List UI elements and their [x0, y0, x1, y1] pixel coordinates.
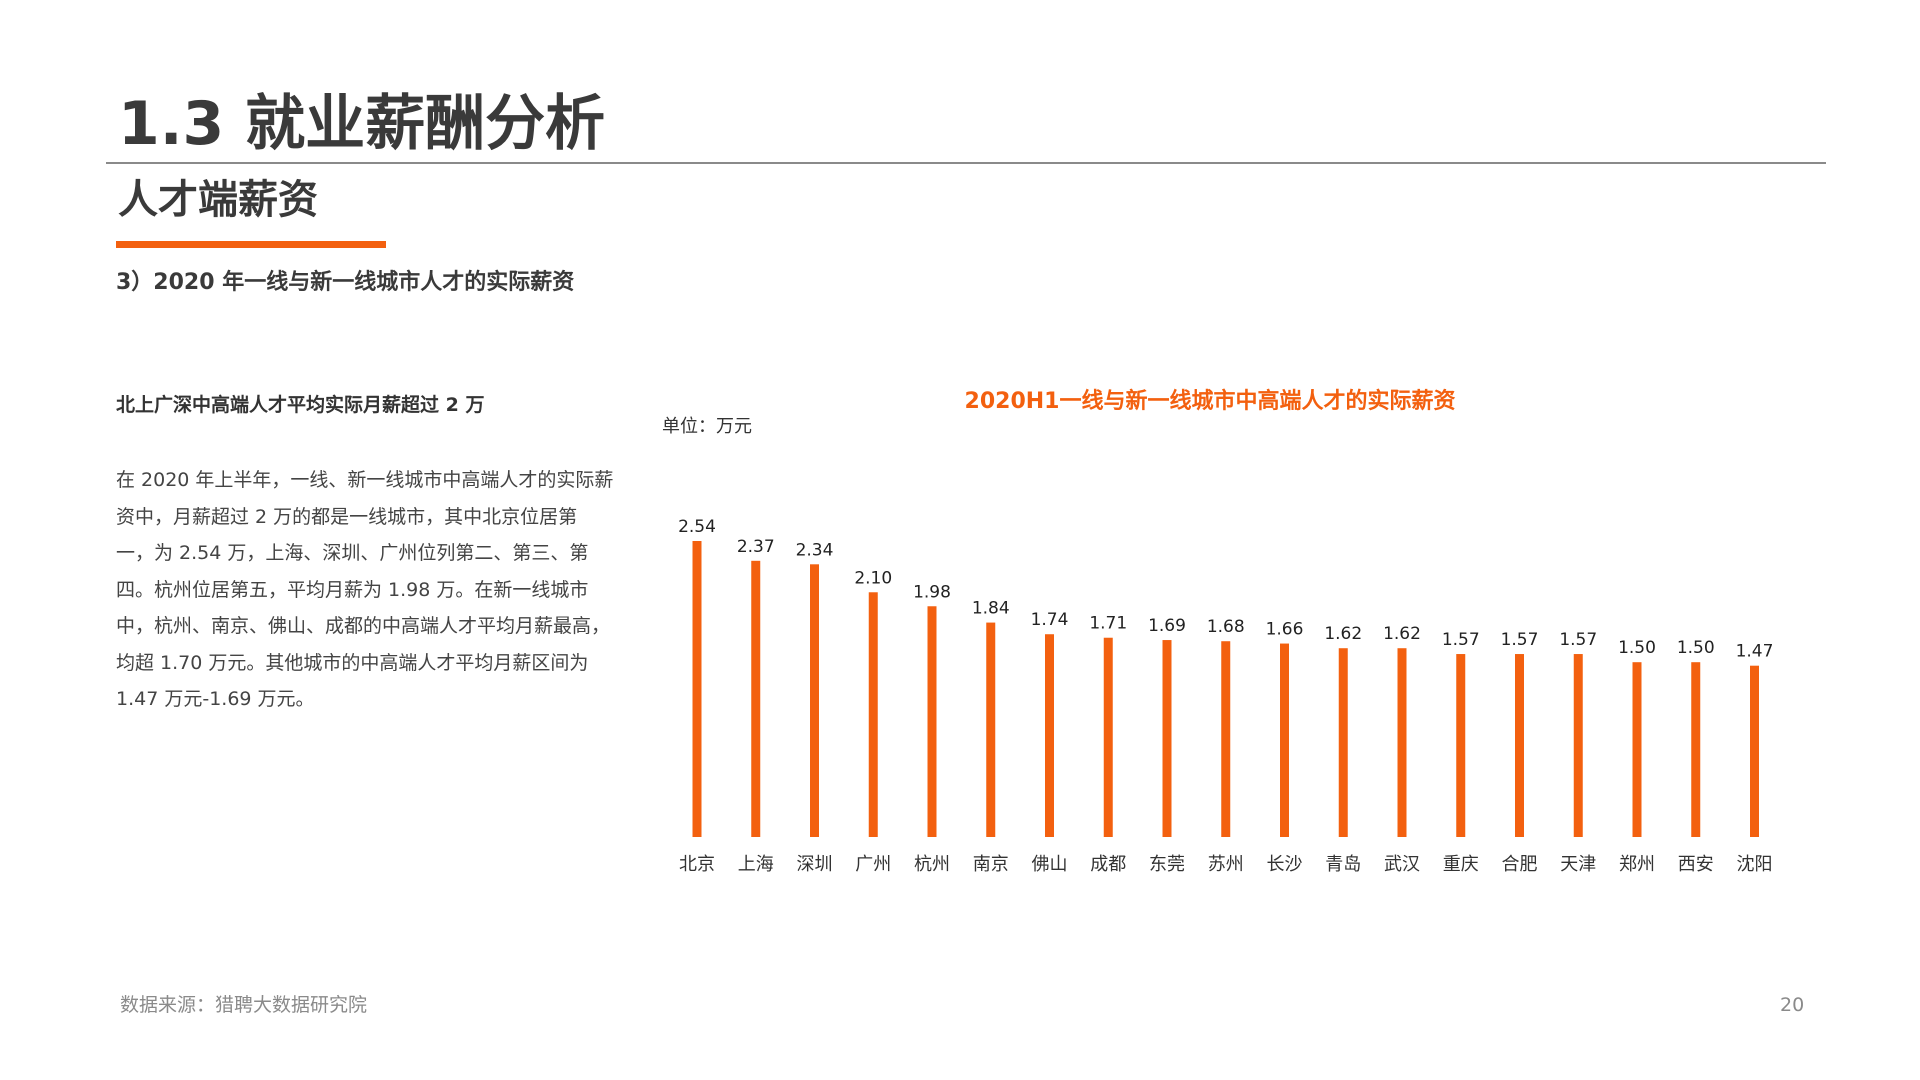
body-paragraph: 在 2020 年上半年，一线、新一线城市中高端人才的实际薪资中，月薪超过 2 万… [116, 469, 614, 710]
bar-1 [751, 560, 761, 837]
category-label-13: 重庆 [1443, 854, 1479, 875]
value-label-0: 2.54 [678, 517, 716, 537]
category-label-9: 苏州 [1208, 854, 1244, 875]
category-label-5: 南京 [973, 854, 1009, 875]
bar-9 [1221, 641, 1231, 837]
data-source: 数据来源：猎聘大数据研究院 [120, 994, 368, 1016]
section-title: 人才端薪资 [118, 177, 318, 223]
chart-unit-label: 单位：万元 [662, 416, 752, 437]
category-label-7: 成都 [1090, 854, 1126, 875]
value-label-15: 1.57 [1559, 630, 1597, 650]
bar-6 [1045, 634, 1054, 837]
bar-18 [1750, 665, 1759, 837]
value-label-18: 1.47 [1736, 642, 1774, 662]
value-label-11: 1.62 [1324, 624, 1362, 644]
category-label-12: 武汉 [1384, 854, 1420, 875]
value-label-14: 1.57 [1501, 630, 1539, 650]
category-label-18: 沈阳 [1737, 854, 1773, 875]
page-number: 20 [1780, 994, 1805, 1016]
bar-2 [810, 564, 819, 837]
bar-4 [927, 606, 937, 837]
bar-16 [1632, 662, 1642, 837]
category-label-14: 合肥 [1502, 854, 1538, 875]
bar-0 [692, 541, 702, 837]
value-label-4: 1.98 [913, 582, 951, 602]
value-label-2: 2.34 [796, 540, 834, 560]
bar-11 [1338, 648, 1348, 837]
category-label-17: 西安 [1678, 854, 1714, 875]
bar-15 [1573, 654, 1583, 837]
value-label-8: 1.69 [1148, 616, 1186, 636]
value-label-7: 1.71 [1089, 614, 1127, 634]
summary-heading: 北上广深中高端人才平均实际月薪超过 2 万 [116, 394, 485, 416]
page-title: 1.3 就业薪酬分析 [118, 89, 606, 159]
bar-5 [986, 622, 996, 837]
bar-14 [1515, 654, 1524, 837]
sub-heading: 3）2020 年一线与新一线城市人才的实际薪资 [116, 270, 575, 295]
category-label-2: 深圳 [797, 854, 833, 875]
category-label-3: 广州 [855, 854, 891, 875]
value-label-6: 1.74 [1031, 610, 1069, 630]
category-label-15: 天津 [1560, 854, 1596, 875]
section-underline [116, 241, 386, 248]
value-label-17: 1.50 [1677, 638, 1715, 658]
value-label-5: 1.84 [972, 599, 1010, 619]
category-label-16: 郑州 [1619, 854, 1655, 875]
bar-8 [1162, 640, 1172, 837]
bar-3 [868, 592, 878, 837]
category-label-11: 青岛 [1325, 854, 1361, 875]
value-label-9: 1.68 [1207, 617, 1245, 637]
category-label-1: 上海 [738, 854, 774, 875]
category-label-0: 北京 [679, 854, 715, 875]
title-divider [106, 162, 1826, 164]
bar-10 [1280, 643, 1289, 837]
value-label-16: 1.50 [1618, 638, 1656, 658]
chart-title: 2020H1一线与新一线城市中高端人才的实际薪资 [965, 388, 1456, 414]
category-label-8: 东莞 [1149, 854, 1185, 875]
value-label-3: 2.10 [854, 568, 892, 588]
value-label-10: 1.66 [1266, 620, 1304, 640]
bar-12 [1397, 648, 1407, 837]
category-label-6: 佛山 [1032, 854, 1068, 875]
value-label-12: 1.62 [1383, 624, 1421, 644]
category-label-4: 杭州 [914, 854, 950, 875]
value-label-13: 1.57 [1442, 630, 1480, 650]
bars-group: 2.54 北京 2.37 上海 2.34 深圳 2.10 广州 1.98 杭州 1.84 南京 1.74… [678, 517, 1773, 875]
value-label-1: 2.37 [737, 537, 775, 557]
bar-7 [1103, 637, 1113, 837]
bar-13 [1456, 654, 1466, 837]
bar-17 [1691, 662, 1701, 837]
category-label-10: 长沙 [1267, 854, 1303, 875]
